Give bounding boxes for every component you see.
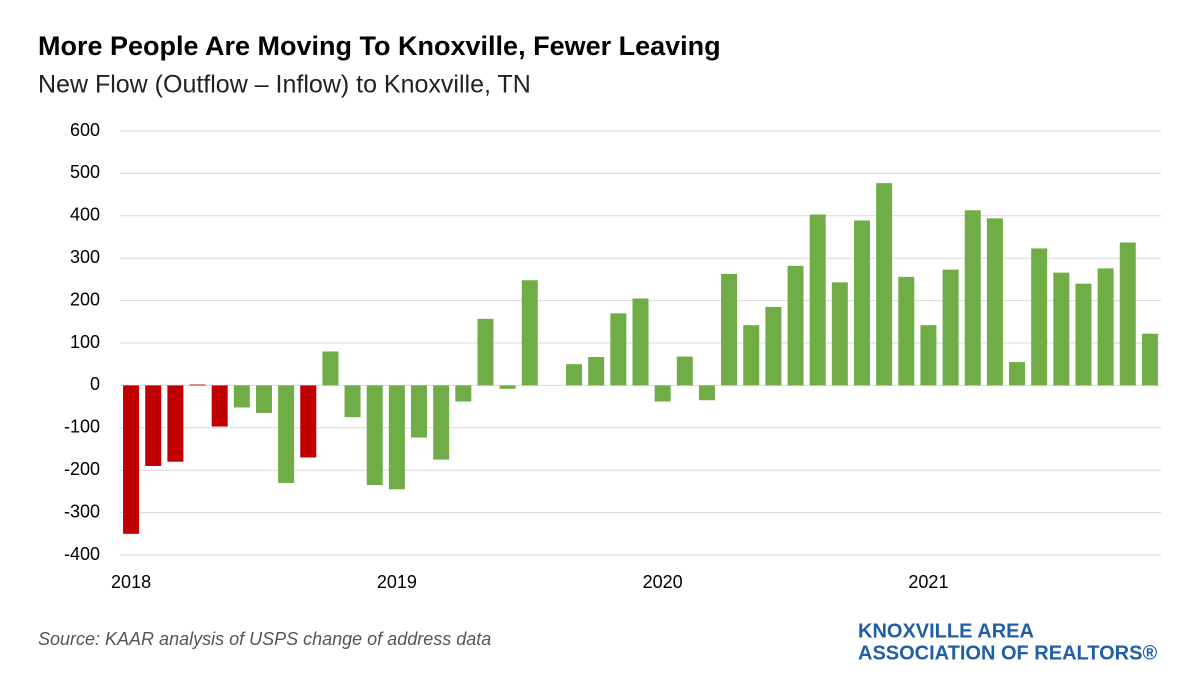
bar bbox=[255, 385, 272, 413]
bar bbox=[610, 313, 627, 386]
bar bbox=[322, 351, 339, 386]
y-tick-label: 400 bbox=[70, 205, 100, 225]
bar bbox=[145, 385, 162, 466]
bar bbox=[1053, 272, 1070, 386]
bar bbox=[1097, 268, 1114, 386]
bar bbox=[366, 385, 383, 486]
chart-subtitle: New Flow (Outflow – Inflow) to Knoxville… bbox=[38, 71, 531, 99]
bar bbox=[1141, 333, 1158, 386]
y-tick-label: -300 bbox=[64, 501, 100, 521]
bar bbox=[433, 385, 450, 460]
bar bbox=[566, 364, 583, 386]
bar bbox=[831, 282, 848, 386]
x-tick-label: 2019 bbox=[377, 572, 417, 592]
bar bbox=[698, 385, 715, 401]
bar bbox=[1031, 248, 1048, 386]
bar bbox=[809, 214, 826, 386]
bar bbox=[189, 384, 206, 386]
y-tick-label: 200 bbox=[70, 289, 100, 309]
bar bbox=[123, 385, 140, 534]
x-tick-label: 2021 bbox=[908, 572, 948, 592]
chart-title: More People Are Moving To Knoxville, Few… bbox=[38, 31, 721, 61]
y-tick-label: 100 bbox=[70, 332, 100, 352]
bar bbox=[1119, 242, 1136, 386]
bar bbox=[765, 306, 782, 386]
bar bbox=[942, 269, 959, 386]
bar bbox=[499, 385, 516, 389]
bar bbox=[964, 210, 981, 386]
y-tick-label: -100 bbox=[64, 417, 100, 437]
bar bbox=[388, 385, 405, 490]
logo-line: KNOXVILLE AREA bbox=[858, 620, 1034, 642]
bar bbox=[986, 218, 1003, 386]
bar bbox=[676, 356, 693, 386]
bar bbox=[654, 385, 671, 402]
bar bbox=[167, 385, 184, 462]
bar bbox=[521, 280, 538, 386]
bar bbox=[1009, 362, 1026, 386]
y-tick-label: 300 bbox=[70, 247, 100, 267]
bar bbox=[455, 385, 472, 402]
bar bbox=[477, 318, 494, 386]
x-tick-label: 2020 bbox=[643, 572, 683, 592]
y-tick-label: 0 bbox=[90, 374, 100, 394]
bar bbox=[721, 273, 738, 386]
source-note: Source: KAAR analysis of USPS change of … bbox=[38, 629, 491, 649]
logo-line: ASSOCIATION OF REALTORS® bbox=[858, 642, 1157, 664]
bar bbox=[853, 220, 870, 386]
bar bbox=[411, 385, 428, 438]
y-tick-label: -400 bbox=[64, 544, 100, 564]
bar bbox=[278, 385, 295, 483]
x-tick-label: 2018 bbox=[111, 572, 151, 592]
bar bbox=[898, 276, 915, 386]
bar bbox=[876, 183, 893, 386]
bar bbox=[233, 385, 250, 408]
bar bbox=[300, 385, 317, 458]
bar bbox=[344, 385, 361, 418]
bar bbox=[1075, 283, 1092, 386]
bar bbox=[920, 325, 937, 386]
y-tick-label: 600 bbox=[70, 120, 100, 140]
bar bbox=[743, 325, 760, 386]
bar bbox=[787, 265, 804, 386]
bar bbox=[588, 356, 605, 386]
y-tick-label: -200 bbox=[64, 459, 100, 479]
bar bbox=[211, 385, 228, 427]
bar bbox=[632, 298, 649, 386]
y-tick-label: 500 bbox=[70, 162, 100, 182]
